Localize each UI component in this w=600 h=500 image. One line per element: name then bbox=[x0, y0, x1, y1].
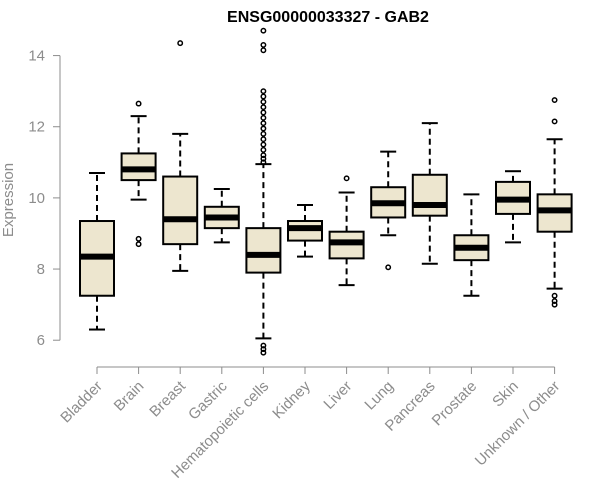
outlier-point bbox=[260, 346, 267, 353]
outlier-point bbox=[551, 118, 558, 125]
outlier-point bbox=[260, 130, 267, 137]
outlier-point bbox=[177, 40, 184, 47]
outlier-point bbox=[343, 175, 350, 182]
x-tick-label: Kidney bbox=[269, 377, 314, 422]
y-axis: 6 8 10 12 14 bbox=[28, 48, 61, 349]
outlier-point bbox=[135, 100, 142, 107]
x-tick-label: Brain bbox=[111, 378, 148, 415]
x-tick-label: Skin bbox=[489, 378, 522, 411]
box-kidney bbox=[287, 204, 323, 258]
box-prostate bbox=[453, 193, 490, 297]
box-liver bbox=[328, 175, 365, 287]
y-axis-label: Expression bbox=[0, 163, 17, 237]
y-tick-label: 10 bbox=[28, 190, 45, 207]
outlier-point bbox=[260, 47, 267, 54]
outlier-point bbox=[260, 141, 267, 148]
x-tick-label: Breast bbox=[146, 377, 189, 420]
box-pancreas bbox=[411, 122, 448, 265]
box-iqr bbox=[411, 173, 448, 217]
y-tick-label: 6 bbox=[37, 332, 45, 349]
outlier-point bbox=[135, 235, 142, 242]
outlier-point bbox=[551, 298, 558, 305]
outlier-point bbox=[260, 342, 267, 349]
outlier-point bbox=[260, 93, 267, 100]
box-bladder bbox=[79, 171, 115, 331]
box-brain bbox=[120, 100, 157, 248]
outlier-point bbox=[260, 98, 267, 105]
box-lung bbox=[370, 150, 407, 271]
outlier-point bbox=[260, 109, 267, 116]
outlier-point bbox=[260, 125, 267, 132]
boxes-group bbox=[79, 27, 573, 356]
box-gastric bbox=[203, 188, 240, 244]
box-iqr bbox=[162, 175, 199, 246]
outlier-point bbox=[385, 264, 392, 271]
outlier-point bbox=[260, 159, 267, 166]
outlier-point bbox=[260, 88, 267, 95]
outlier-point bbox=[551, 292, 558, 299]
box-hematopoietic-cells bbox=[245, 27, 282, 356]
outlier-point bbox=[260, 136, 267, 143]
outlier-point bbox=[260, 120, 267, 127]
x-tick-label: Bladder bbox=[57, 378, 106, 427]
outlier-point bbox=[260, 27, 267, 34]
x-tick-label: Prostate bbox=[429, 378, 481, 430]
chart-title: ENSG00000033327 - GAB2 bbox=[227, 9, 429, 26]
y-tick-label: 12 bbox=[28, 119, 45, 136]
outlier-point bbox=[260, 349, 267, 356]
outlier-point bbox=[260, 155, 267, 162]
box-iqr bbox=[245, 227, 282, 274]
outlier-point bbox=[551, 301, 558, 308]
y-tick-label: 14 bbox=[28, 48, 45, 65]
outlier-point bbox=[135, 241, 142, 248]
outlier-point bbox=[551, 97, 558, 104]
x-tick-label: Lung bbox=[361, 378, 397, 414]
y-tick-label: 8 bbox=[37, 261, 45, 278]
outlier-point bbox=[260, 104, 267, 111]
outlier-point bbox=[260, 41, 267, 48]
outlier-point bbox=[260, 146, 267, 153]
outlier-point bbox=[260, 152, 267, 159]
box-unknown-other bbox=[536, 97, 573, 308]
box-skin bbox=[495, 170, 531, 244]
box-breast bbox=[162, 40, 199, 272]
outlier-point bbox=[260, 114, 267, 121]
x-tick-label: Liver bbox=[320, 378, 355, 413]
